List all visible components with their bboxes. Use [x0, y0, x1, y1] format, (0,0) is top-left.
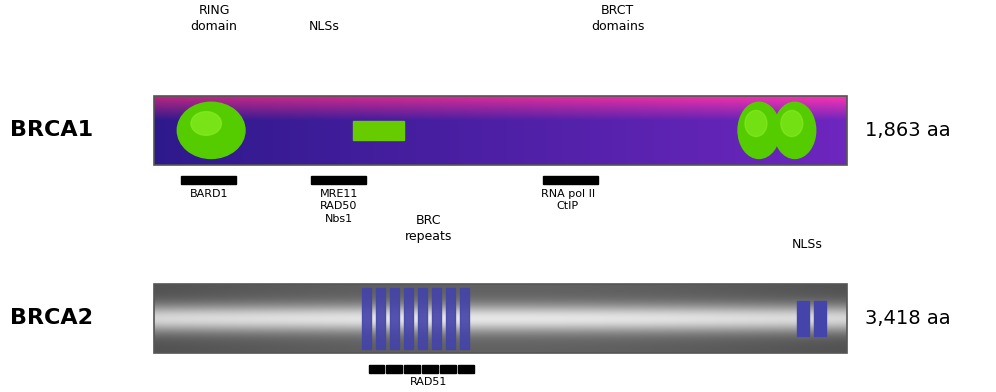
Bar	[404, 289, 412, 349]
Bar	[376, 289, 384, 349]
Bar	[390, 289, 398, 349]
Bar	[181, 176, 236, 184]
Text: NLSs: NLSs	[792, 238, 822, 251]
Bar	[386, 365, 402, 373]
Ellipse shape	[781, 111, 803, 136]
Bar	[369, 365, 384, 373]
Text: MRE11
RAD50
Nbs1: MRE11 RAD50 Nbs1	[320, 189, 358, 224]
Text: BRCA2: BRCA2	[10, 309, 93, 328]
Text: RING
domain: RING domain	[190, 4, 238, 33]
Bar	[418, 289, 426, 349]
Bar	[797, 301, 809, 336]
Text: 3,418 aa: 3,418 aa	[865, 309, 950, 328]
Text: RAD51: RAD51	[409, 377, 447, 387]
Text: BRC
repeats: BRC repeats	[404, 214, 452, 243]
Text: RNA pol II
CtIP: RNA pol II CtIP	[541, 189, 595, 211]
Ellipse shape	[738, 102, 780, 158]
Bar	[446, 289, 454, 349]
Ellipse shape	[745, 111, 767, 136]
Text: 1,863 aa: 1,863 aa	[865, 121, 950, 140]
Bar	[154, 96, 847, 165]
Bar	[353, 121, 404, 140]
Bar	[422, 365, 438, 373]
Bar	[404, 365, 420, 373]
Bar	[363, 289, 371, 349]
Bar	[311, 176, 366, 184]
Bar	[814, 301, 826, 336]
Text: BRCT
domains: BRCT domains	[591, 4, 644, 33]
Bar	[440, 365, 456, 373]
Text: BARD1: BARD1	[190, 189, 228, 199]
Ellipse shape	[177, 102, 245, 158]
Bar	[432, 289, 440, 349]
Text: BRCA1: BRCA1	[10, 120, 93, 140]
Bar	[460, 289, 469, 349]
Bar	[154, 284, 847, 353]
Bar	[543, 176, 598, 184]
Ellipse shape	[774, 102, 816, 158]
Bar	[458, 365, 474, 373]
Ellipse shape	[191, 112, 221, 135]
Text: NLSs: NLSs	[309, 20, 339, 33]
